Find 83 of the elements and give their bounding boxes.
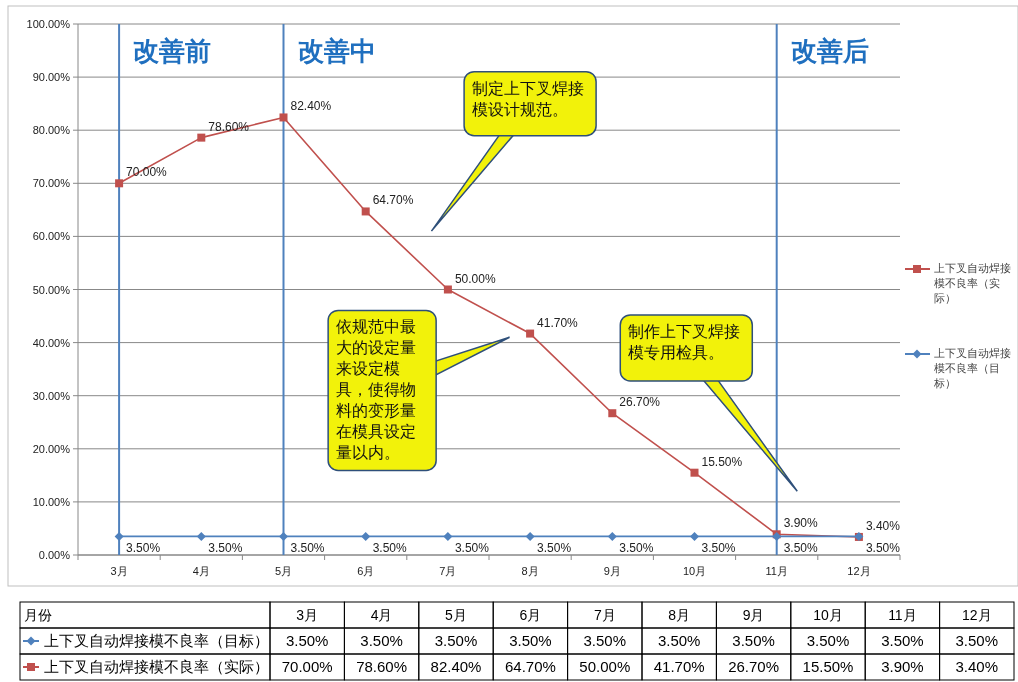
data-label: 3.50% xyxy=(701,541,736,556)
x-tick-label: 8月 xyxy=(521,565,539,577)
text: 3.50% xyxy=(509,632,552,649)
data-label: 3.50% xyxy=(783,541,818,556)
y-tick-label: 40.00% xyxy=(32,336,71,349)
text: 上下叉自动焊接模不良率（实际） xyxy=(44,658,269,675)
ref-line-label: 改善后 xyxy=(790,36,869,66)
data-label: 3.90% xyxy=(783,516,818,531)
x-tick-label: 7月 xyxy=(439,565,457,577)
data-label: 3.40% xyxy=(865,518,900,533)
y-tick-label: 100.00% xyxy=(26,18,71,30)
legend: 上下叉自动焊接模不良率（实际） 上下叉自动焊接模不良率（目标） xyxy=(904,262,1011,390)
text: 78.60% xyxy=(356,658,408,675)
text: 41.70% xyxy=(653,658,705,675)
category-label: 12月 xyxy=(962,607,992,623)
x-tick-label: 3月 xyxy=(110,565,128,577)
category-label: 9月 xyxy=(742,607,765,623)
y-tick-label: 70.00% xyxy=(32,177,71,190)
y-tick-label: 60.00% xyxy=(32,230,71,243)
y-tick-label: 90.00% xyxy=(32,71,71,84)
y-tick-label: 50.00% xyxy=(32,283,71,296)
text: 3.50% xyxy=(881,632,924,649)
data-label: 78.60% xyxy=(208,119,249,134)
x-tick-label: 10月 xyxy=(682,565,707,577)
text: 3.50% xyxy=(806,632,850,649)
text: 3月 xyxy=(296,607,319,623)
category-label: 4月 xyxy=(370,607,393,623)
text: 11月 xyxy=(888,607,917,623)
text: 3.50% xyxy=(955,632,999,649)
text: 3.90% xyxy=(881,658,924,675)
data-label: 26.70% xyxy=(619,395,660,410)
data-label: 3.50% xyxy=(537,541,572,556)
data-label: 50.00% xyxy=(454,271,496,286)
text: 3.50% xyxy=(360,632,403,649)
annotation: 制定上下叉焊接模设计规范。 xyxy=(472,77,586,120)
text: 50.00% xyxy=(579,658,631,675)
data-label: 41.70% xyxy=(537,315,578,330)
text: 3.50% xyxy=(285,632,329,649)
y-tick-label: 80.00% xyxy=(32,124,71,137)
x-tick-label: 11月 xyxy=(765,565,788,577)
category-label: 7月 xyxy=(593,607,616,623)
legend-label: 上下叉自动焊接模不良率（实际） xyxy=(934,261,1012,306)
y-tick-label: 10.00% xyxy=(32,495,71,508)
text: 3.50% xyxy=(434,632,478,649)
data-label: 15.50% xyxy=(701,454,743,469)
category-label: 8月 xyxy=(668,607,691,623)
ref-line-label: 改善中 xyxy=(297,36,376,66)
text: 26.70% xyxy=(728,658,780,675)
y-tick-label: 0.00% xyxy=(38,549,71,561)
x-tick-label: 9月 xyxy=(603,565,621,577)
data-label: 3.50% xyxy=(126,541,161,556)
text: 3.40% xyxy=(955,658,999,675)
data-label: 82.40% xyxy=(290,99,332,114)
callout: 制定上下叉焊接模设计规范。 xyxy=(430,70,597,232)
text: 15.50% xyxy=(802,658,854,675)
annotation: 制作上下叉焊接模专用检具。 xyxy=(628,320,742,363)
text: 82.40% xyxy=(430,658,482,675)
category-label: 6月 xyxy=(519,607,542,623)
data-label: 3.50% xyxy=(619,541,654,556)
text: 70.00% xyxy=(281,658,333,675)
legend-label: 上下叉自动焊接模不良率（目标） xyxy=(44,632,269,649)
ref-line-label: 改善前 xyxy=(133,36,212,66)
text: 5月 xyxy=(445,607,467,623)
data-label: 3.50% xyxy=(372,541,407,556)
y-tick-label: 20.00% xyxy=(32,442,71,455)
x-tick-label: 12月 xyxy=(847,565,871,577)
data-label: 3.50% xyxy=(865,541,900,556)
text: 64.70% xyxy=(504,658,556,675)
text: 3.50% xyxy=(732,632,775,649)
data-label: 3.50% xyxy=(290,541,325,556)
category-label: 10月 xyxy=(813,607,843,623)
data-label: 64.70% xyxy=(372,193,414,208)
data-label: 3.50% xyxy=(208,541,243,556)
y-tick-label: 30.00% xyxy=(32,389,71,402)
x-axis-title: 月份 xyxy=(24,607,52,623)
callout: 依规范中最大的设定量来设定模具，使得物料的变形量在模具设定量以内。 xyxy=(327,309,511,472)
text: 3.50% xyxy=(583,632,627,649)
text: 3.50% xyxy=(657,632,701,649)
annotation: 依规范中最大的设定量来设定模具，使得物料的变形量在模具设定量以内。 xyxy=(336,316,418,464)
x-tick-label: 4月 xyxy=(192,565,210,577)
x-tick-label: 5月 xyxy=(274,565,293,577)
data-label: 3.50% xyxy=(454,541,489,556)
x-tick-label: 6月 xyxy=(357,565,375,577)
